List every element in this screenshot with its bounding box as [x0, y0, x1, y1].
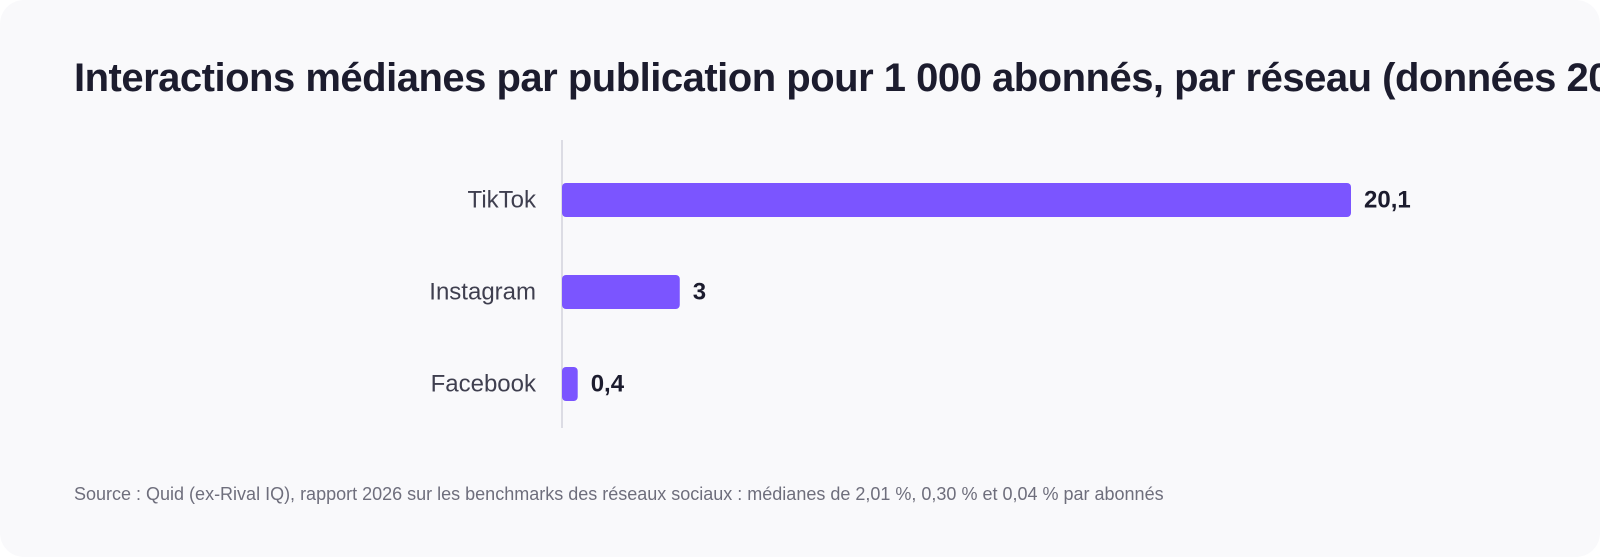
bar-tiktok — [562, 183, 1351, 217]
bar-facebook — [562, 367, 578, 401]
category-label-facebook: Facebook — [431, 371, 537, 398]
value-label-facebook: 0,4 — [591, 371, 625, 398]
bars-group: TikTok 20,1 Instagram 3 Facebook 0,4 — [429, 183, 1411, 401]
bar-instagram — [562, 275, 680, 309]
chart-title: Interactions médianes par publication po… — [74, 56, 1600, 100]
category-label-tiktok: TikTok — [468, 187, 537, 214]
bar-chart: TikTok 20,1 Instagram 3 Facebook 0,4 — [429, 140, 1411, 428]
source-note: Source : Quid (ex-Rival IQ), rapport 202… — [74, 484, 1164, 504]
category-label-instagram: Instagram — [429, 279, 536, 306]
value-label-tiktok: 20,1 — [1364, 187, 1411, 214]
value-label-instagram: 3 — [693, 279, 706, 306]
